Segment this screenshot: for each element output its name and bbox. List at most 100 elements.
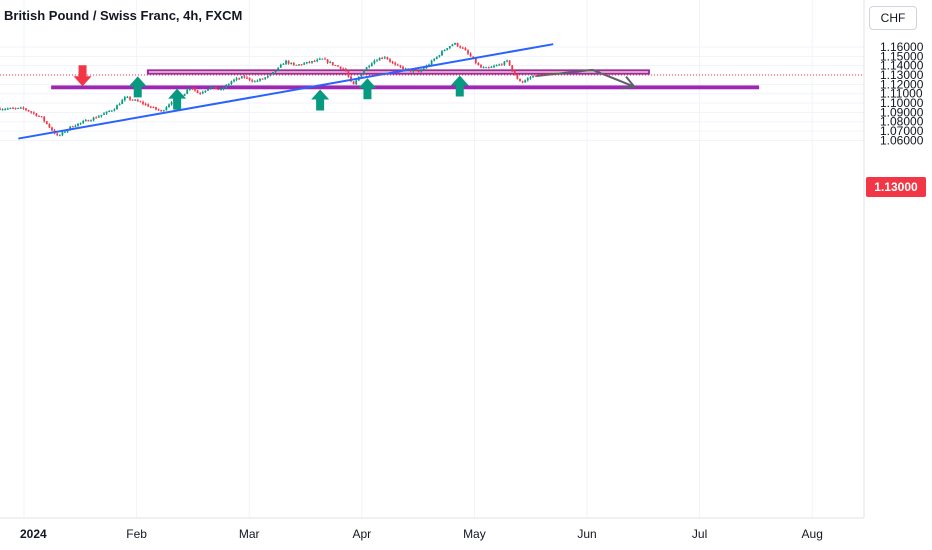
candle-body bbox=[352, 81, 355, 85]
candle-body bbox=[477, 62, 480, 66]
candle-body bbox=[516, 75, 519, 79]
y-tick-label: 1.16000 bbox=[880, 40, 924, 54]
candle-body bbox=[162, 110, 165, 112]
candle-body bbox=[443, 49, 446, 52]
candle-body bbox=[69, 126, 72, 130]
candle-body bbox=[209, 87, 212, 89]
candle-body bbox=[118, 104, 121, 106]
trendline-layer[interactable] bbox=[18, 43, 554, 140]
candle-body bbox=[313, 61, 316, 63]
candle-body bbox=[285, 60, 287, 64]
candle-body bbox=[365, 67, 368, 71]
candle-body bbox=[110, 110, 113, 112]
candle-body bbox=[74, 125, 77, 127]
candle-body bbox=[503, 61, 506, 65]
candle-body bbox=[30, 111, 33, 113]
candle-body bbox=[474, 58, 477, 63]
candle-body bbox=[511, 65, 514, 72]
candle-body bbox=[186, 89, 189, 94]
candle-body bbox=[27, 109, 30, 112]
candle-body bbox=[233, 79, 235, 82]
candlesticks bbox=[0, 42, 537, 137]
candle-body bbox=[480, 65, 482, 68]
up-arrow-icon bbox=[358, 78, 377, 100]
candle-body bbox=[389, 59, 391, 62]
candle-body bbox=[420, 69, 423, 72]
candle-body bbox=[17, 107, 20, 109]
x-tick-label: May bbox=[463, 527, 486, 541]
candle-body bbox=[126, 97, 129, 99]
projection-layer[interactable] bbox=[536, 68, 637, 90]
candle-body bbox=[149, 106, 152, 108]
candle-body bbox=[277, 67, 280, 72]
candle-body bbox=[194, 88, 196, 91]
candle-body bbox=[212, 86, 215, 88]
candle-body bbox=[347, 71, 350, 77]
candle-body bbox=[71, 126, 74, 128]
candle-body bbox=[14, 108, 17, 110]
candle-body bbox=[381, 57, 384, 59]
candle-body bbox=[524, 80, 527, 83]
candle-body bbox=[339, 66, 342, 69]
candle-body bbox=[318, 58, 321, 60]
candle-body bbox=[519, 78, 521, 82]
candle-body bbox=[279, 64, 282, 68]
candle-body bbox=[116, 105, 118, 110]
candle-body bbox=[396, 64, 399, 66]
candle-body bbox=[56, 133, 59, 136]
candle-body bbox=[95, 117, 98, 119]
y-tick-label: 1.07000 bbox=[880, 124, 924, 138]
candle-body bbox=[316, 59, 319, 62]
price-axis[interactable]: 1.160001.150001.140001.130001.120001.110… bbox=[880, 40, 924, 147]
candle-body bbox=[456, 43, 459, 47]
candle-body bbox=[526, 78, 529, 81]
candle-body bbox=[51, 127, 53, 131]
candle-body bbox=[464, 48, 467, 51]
candle-body bbox=[391, 61, 394, 63]
candle-body bbox=[415, 70, 417, 72]
trendline[interactable] bbox=[18, 43, 554, 140]
candle-body bbox=[1, 109, 4, 111]
candle-body bbox=[61, 132, 64, 136]
x-tick-label: Aug bbox=[802, 527, 823, 541]
candle-body bbox=[404, 68, 407, 70]
candle-body bbox=[103, 113, 105, 115]
x-tick-label: Apr bbox=[352, 527, 371, 541]
candle-body bbox=[508, 60, 511, 66]
candle-body bbox=[238, 78, 241, 80]
candle-body bbox=[298, 64, 300, 66]
candle-body bbox=[303, 63, 306, 65]
candle-body bbox=[19, 107, 22, 109]
arrow-markers bbox=[73, 65, 469, 111]
candle-body bbox=[329, 62, 332, 64]
candle-body bbox=[266, 75, 269, 78]
candle-body bbox=[287, 60, 290, 64]
projection-path[interactable] bbox=[536, 68, 635, 88]
candle-body bbox=[235, 78, 238, 80]
candle-body bbox=[22, 107, 25, 109]
candle-body bbox=[467, 50, 469, 54]
zones bbox=[51, 69, 760, 90]
candle-body bbox=[155, 107, 157, 110]
y-tick-label: 1.08000 bbox=[880, 115, 924, 129]
chart-title: British Pound / Swiss Franc, 4h, FXCM bbox=[4, 8, 243, 23]
candle-body bbox=[261, 78, 264, 80]
support-resistance-zone[interactable] bbox=[51, 85, 760, 90]
y-tick-label: 1.13000 bbox=[880, 68, 924, 82]
candle-body bbox=[264, 77, 267, 79]
candle-body bbox=[64, 131, 66, 133]
last-price-label: 1.13000 bbox=[866, 177, 926, 197]
candle-body bbox=[201, 92, 204, 94]
x-tick-label: Jul bbox=[692, 527, 707, 541]
candle-body bbox=[300, 64, 303, 66]
currency-button[interactable]: CHF bbox=[869, 6, 917, 30]
candle-body bbox=[321, 58, 324, 60]
candle-body bbox=[79, 122, 82, 124]
candle-body bbox=[378, 57, 381, 61]
candle-body bbox=[355, 80, 358, 85]
candle-body bbox=[446, 48, 449, 50]
candle-body bbox=[230, 81, 233, 84]
up-arrow-icon bbox=[168, 88, 187, 110]
time-axis[interactable]: 2024 Feb Mar Apr May Jun Jul Aug bbox=[20, 527, 823, 541]
